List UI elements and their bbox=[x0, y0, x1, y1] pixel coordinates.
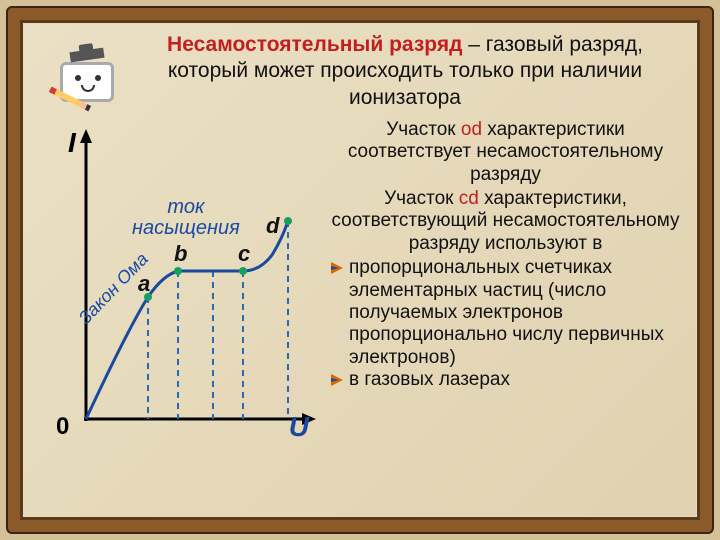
p2-cd: cd bbox=[459, 188, 479, 209]
paragraph-od: Участок od характеристики соответствует … bbox=[329, 119, 682, 186]
saturation-label: ток насыщения bbox=[132, 197, 240, 239]
label-c: c bbox=[238, 241, 250, 267]
point-b bbox=[174, 267, 182, 275]
explanation-text: Участок od характеристики соответствует … bbox=[329, 119, 682, 449]
p1-od: od bbox=[461, 119, 482, 140]
list-item: в газовых лазерах bbox=[329, 369, 682, 391]
list-text-1: пропорциональных счетчиках элементарных … bbox=[349, 257, 664, 368]
usage-list: пропорциональных счетчиках элементарных … bbox=[329, 257, 682, 391]
p2-pre: Участок bbox=[384, 188, 459, 209]
bullet-icon bbox=[331, 374, 343, 386]
label-b: b bbox=[174, 241, 187, 267]
content-row: I U 0 ток насыщения Закон Ома a b c d Уч… bbox=[38, 119, 682, 449]
point-c bbox=[239, 267, 247, 275]
sat-line1: ток bbox=[167, 196, 204, 218]
point-d bbox=[284, 217, 292, 225]
label-d: d bbox=[266, 213, 279, 239]
x-axis-label: U bbox=[289, 411, 309, 443]
p1-pre: Участок bbox=[386, 119, 461, 140]
bullet-icon bbox=[331, 262, 343, 274]
y-axis-arrow bbox=[80, 129, 92, 143]
slide-surface: Несамостоятельный разряд – газовый разря… bbox=[24, 24, 696, 516]
y-axis-label: I bbox=[68, 127, 76, 159]
sat-line2: насыщения bbox=[132, 217, 240, 239]
mascot-eyes bbox=[73, 75, 103, 83]
wooden-frame: Несамостоятельный разряд – газовый разря… bbox=[8, 8, 712, 532]
iv-chart bbox=[38, 119, 323, 449]
label-a: a bbox=[138, 271, 150, 297]
mascot-smile bbox=[81, 85, 95, 92]
paragraph-cd: Участок cd характеристики, соответствующ… bbox=[329, 188, 682, 255]
list-item: пропорциональных счетчиках элементарных … bbox=[329, 257, 682, 369]
mascot-computer-icon bbox=[52, 52, 122, 112]
list-text-2: в газовых лазерах bbox=[349, 369, 510, 390]
title-highlight: Несамостоятельный разряд bbox=[167, 33, 462, 56]
chart-container: I U 0 ток насыщения Закон Ома a b c d bbox=[38, 119, 323, 449]
origin-label: 0 bbox=[56, 413, 69, 441]
slide-title: Несамостоятельный разряд – газовый разря… bbox=[128, 32, 682, 111]
graduation-cap-icon bbox=[69, 48, 104, 63]
